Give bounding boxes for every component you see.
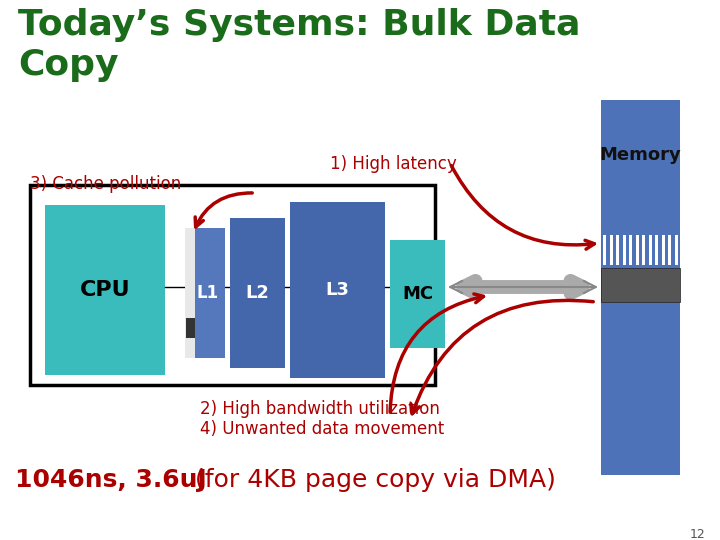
Text: 3) Cache pollution: 3) Cache pollution [30,175,181,193]
Text: 12: 12 [689,528,705,540]
Text: CPU: CPU [80,280,130,300]
Text: L2: L2 [246,284,269,302]
Bar [601,100,680,475]
Bar [290,202,385,378]
Text: Today’s Systems: Bulk Data: Today’s Systems: Bulk Data [18,8,580,42]
Bar [675,235,678,265]
Text: 1046ns, 3.6uJ: 1046ns, 3.6uJ [15,468,207,492]
Bar [603,235,606,265]
Bar [642,235,645,265]
Bar [230,218,285,368]
Bar [623,235,626,265]
Bar [601,268,680,302]
Text: (for 4KB page copy via DMA): (for 4KB page copy via DMA) [195,468,556,492]
Text: L3: L3 [325,281,349,299]
Bar [390,240,445,348]
Bar [629,235,632,265]
Bar [655,235,658,265]
Text: 2) High bandwidth utilization: 2) High bandwidth utilization [200,400,440,418]
Bar [668,235,672,265]
Text: L1: L1 [197,284,219,302]
Bar [616,235,619,265]
Bar [30,185,435,385]
Bar [185,228,195,358]
Text: MC: MC [402,285,433,303]
Bar [636,235,639,265]
Bar [45,205,165,375]
Bar [186,318,195,338]
Bar [649,235,652,265]
Bar [610,235,613,265]
Text: Copy: Copy [18,48,119,82]
Text: 1) High latency: 1) High latency [330,155,456,173]
Bar [195,228,225,358]
Text: 4) Unwanted data movement: 4) Unwanted data movement [200,420,444,438]
Text: Memory: Memory [600,146,681,164]
Bar [662,235,665,265]
